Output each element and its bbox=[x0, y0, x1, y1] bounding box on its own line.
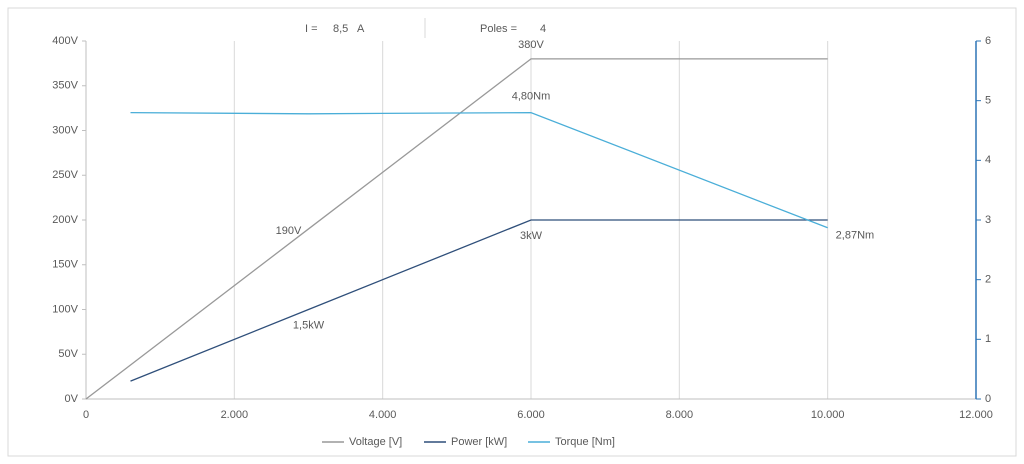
y2-tick-label: 4 bbox=[985, 154, 991, 166]
x-tick-label: 4.000 bbox=[369, 409, 397, 421]
y-tick-label: 100V bbox=[52, 303, 78, 315]
header-text: 4 bbox=[540, 23, 546, 35]
y-tick-label: 250V bbox=[52, 169, 78, 181]
legend-label: Power [kW] bbox=[451, 436, 507, 448]
y-tick-label: 150V bbox=[52, 259, 78, 271]
y2-tick-label: 1 bbox=[985, 333, 991, 345]
data-label: 380V bbox=[518, 39, 544, 51]
y2-tick-label: 3 bbox=[985, 214, 991, 226]
y-tick-label: 0V bbox=[65, 393, 79, 405]
header-text: Poles = bbox=[480, 23, 517, 35]
x-tick-label: 2.000 bbox=[221, 409, 249, 421]
x-tick-label: 0 bbox=[83, 409, 89, 421]
x-tick-label: 8.000 bbox=[666, 409, 694, 421]
series-line bbox=[130, 111, 828, 229]
y-tick-label: 400V bbox=[52, 35, 78, 47]
y2-tick-label: 6 bbox=[985, 35, 991, 47]
header-text: 8,5 bbox=[333, 23, 348, 35]
legend-label: Torque [Nm] bbox=[555, 436, 615, 448]
data-label: 190V bbox=[276, 225, 302, 237]
y-tick-label: 350V bbox=[52, 80, 78, 92]
data-label: 1,5kW bbox=[293, 319, 325, 331]
chart-frame bbox=[7, 7, 1017, 457]
legend-label: Voltage [V] bbox=[349, 436, 402, 448]
series-line bbox=[130, 219, 828, 382]
x-tick-label: 12.000 bbox=[959, 409, 993, 421]
data-label: 4,80Nm bbox=[512, 91, 551, 103]
x-tick-label: 6.000 bbox=[517, 409, 545, 421]
y2-tick-label: 2 bbox=[985, 274, 991, 286]
data-label: 3kW bbox=[520, 230, 543, 242]
header-text: I = bbox=[305, 23, 318, 35]
data-label: 2,87Nm bbox=[836, 230, 875, 242]
y2-tick-label: 5 bbox=[985, 95, 991, 107]
y-tick-label: 200V bbox=[52, 214, 78, 226]
header-text: A bbox=[357, 23, 365, 35]
series-line bbox=[85, 58, 828, 400]
y-tick-label: 300V bbox=[52, 124, 78, 136]
y-tick-label: 50V bbox=[58, 348, 78, 360]
x-tick-label: 10.000 bbox=[811, 409, 845, 421]
y2-tick-label: 0 bbox=[985, 393, 991, 405]
